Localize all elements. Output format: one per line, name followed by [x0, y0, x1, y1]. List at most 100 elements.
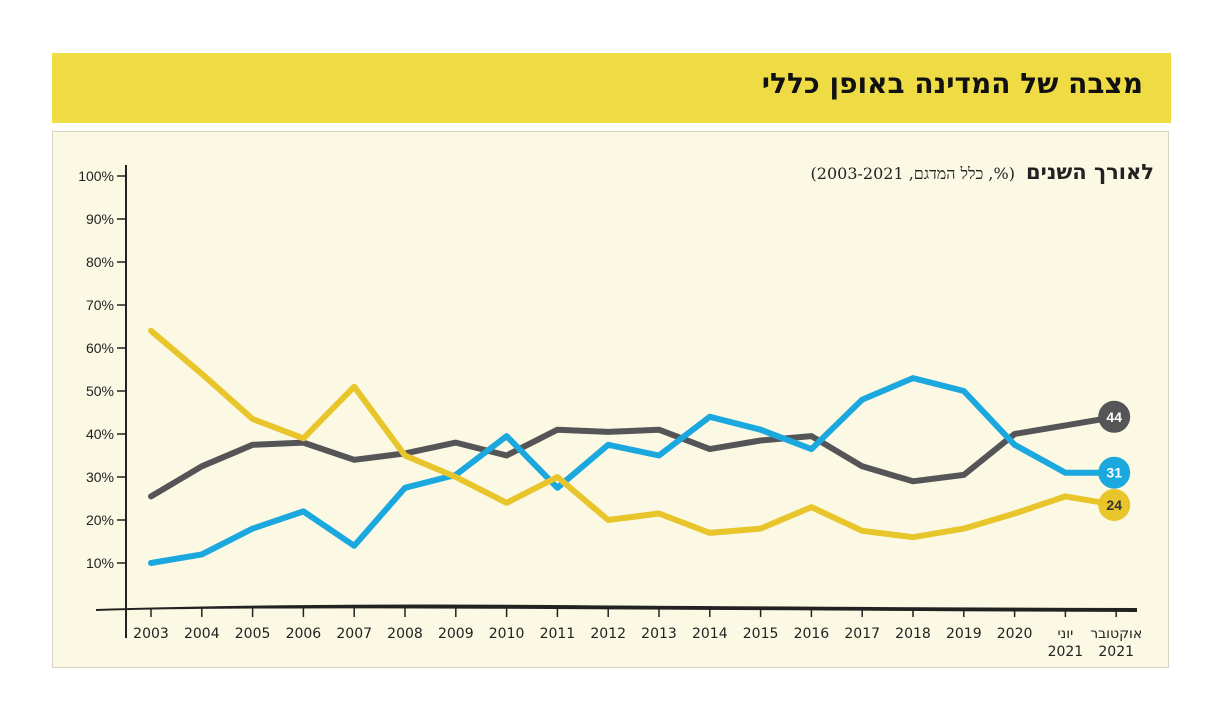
y-tick-label: 40%	[86, 426, 114, 442]
data-point	[708, 415, 711, 418]
data-point	[454, 441, 457, 444]
data-point	[759, 527, 762, 530]
end-value-label-3: 24	[1106, 497, 1122, 513]
y-tick-label: 80%	[86, 254, 114, 270]
data-point	[251, 443, 254, 446]
y-tick-label: 30%	[86, 469, 114, 485]
y-tick-label: 20%	[86, 512, 114, 528]
data-point	[1013, 443, 1016, 446]
x-tick-label: 2010	[489, 626, 525, 642]
data-point	[200, 372, 203, 375]
data-point	[962, 527, 965, 530]
x-tick-label: 2005	[235, 626, 271, 642]
end-value-label-1: 44	[1106, 409, 1122, 425]
data-point	[912, 377, 915, 380]
data-point	[810, 506, 813, 509]
x-tick-label: 2015	[743, 626, 779, 642]
data-point	[708, 448, 711, 451]
end-value-label-2: 31	[1106, 465, 1122, 481]
data-point	[251, 417, 254, 420]
x-tick-label-year: 2021	[1048, 644, 1084, 660]
x-tick-label: 2004	[184, 626, 220, 642]
y-tick-label: 50%	[86, 383, 114, 399]
y-tick-label: 90%	[86, 211, 114, 227]
data-point	[810, 448, 813, 451]
end-value-badge-1	[1098, 400, 1131, 433]
data-point	[607, 443, 610, 446]
y-tick-label: 10%	[86, 555, 114, 571]
data-point	[708, 531, 711, 534]
x-tick-label: 2012	[590, 626, 626, 642]
data-point	[912, 536, 915, 539]
data-point	[200, 553, 203, 556]
data-point	[302, 441, 305, 444]
data-point	[150, 562, 153, 565]
page-title: מצבה של המדינה באופן כללי	[761, 67, 1143, 100]
data-point	[302, 437, 305, 440]
x-tick-label: 2019	[946, 626, 982, 642]
x-tick-label: 2013	[641, 626, 677, 642]
data-point	[150, 495, 153, 498]
x-axis-line	[96, 604, 1137, 612]
data-point	[810, 435, 813, 438]
data-point	[607, 430, 610, 433]
x-tick-label: 2020	[997, 626, 1033, 642]
data-point	[251, 527, 254, 530]
x-tick-label: 2006	[286, 626, 322, 642]
x-tick-label: 2017	[844, 626, 880, 642]
data-point	[962, 473, 965, 476]
data-point	[505, 501, 508, 504]
data-point	[302, 510, 305, 513]
data-point	[962, 390, 965, 393]
chart-panel	[52, 131, 1169, 668]
end-value-badge-2	[1098, 456, 1131, 489]
x-tick-label: 2007	[336, 626, 372, 642]
x-tick-label-year: 2021	[1098, 644, 1134, 660]
data-point	[912, 480, 915, 483]
series-line-3	[148, 327, 1120, 541]
data-point	[861, 465, 864, 468]
chart-heading: לאורך השנים (%, כלל המדגם, 2003-2021)	[811, 160, 1154, 184]
x-tick-label: 2009	[438, 626, 474, 642]
y-tick-label: 70%	[86, 297, 114, 313]
x-tick-label: 2008	[387, 626, 423, 642]
chart-title: לאורך השנים	[1026, 160, 1154, 184]
y-tick-label: 100%	[78, 168, 114, 184]
x-tick-label: יוני	[1058, 626, 1074, 642]
chart-subtitle: (%, כלל המדגם, 2003-2021)	[810, 164, 1015, 183]
data-point	[658, 428, 661, 431]
x-tick-label: 2014	[692, 626, 728, 642]
data-point	[1013, 433, 1016, 436]
data-point	[556, 428, 559, 431]
data-point	[1064, 471, 1067, 474]
data-point	[556, 486, 559, 489]
data-point	[861, 398, 864, 401]
series-line-2	[148, 375, 1120, 566]
title-banner: מצבה של המדינה באופן כללי	[52, 53, 1171, 123]
data-point	[1064, 424, 1067, 427]
y-tick-label: 60%	[86, 340, 114, 356]
x-tick-label: 2011	[540, 626, 576, 642]
data-point	[759, 439, 762, 442]
data-point	[607, 519, 610, 522]
data-point	[505, 454, 508, 457]
data-point	[861, 529, 864, 532]
data-point	[404, 486, 407, 489]
data-point	[200, 465, 203, 468]
x-tick-label: 2003	[133, 626, 169, 642]
data-point	[150, 329, 153, 332]
data-point	[759, 428, 762, 431]
data-point	[353, 544, 356, 547]
end-value-badge-3	[1098, 488, 1131, 521]
data-point	[1064, 495, 1067, 498]
x-tick-label: 2018	[895, 626, 931, 642]
x-tick-label: אוקטובר	[1090, 626, 1142, 642]
series-line-1	[148, 413, 1120, 500]
data-point	[556, 476, 559, 479]
data-point	[353, 458, 356, 461]
data-point	[658, 512, 661, 515]
data-point	[404, 454, 407, 457]
data-point	[658, 454, 661, 457]
data-point	[505, 435, 508, 438]
